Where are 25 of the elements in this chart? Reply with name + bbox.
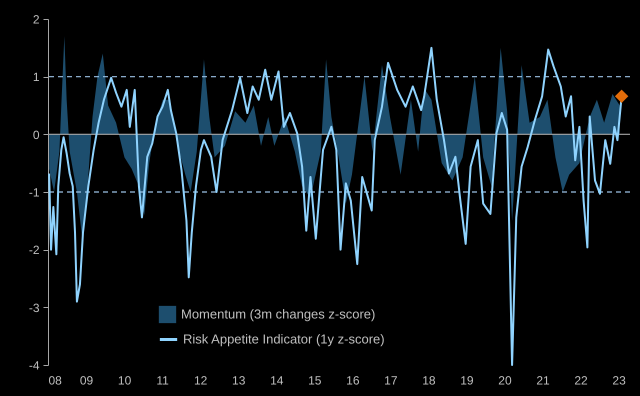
x-tick-label: 12 <box>194 374 208 388</box>
y-tick-label: 0 <box>32 128 40 142</box>
x-tick-label: 13 <box>232 374 246 388</box>
y-tick-label: -1 <box>28 186 40 200</box>
y-tick-label: -2 <box>28 243 40 258</box>
x-tick-label: 09 <box>80 374 94 388</box>
x-tick-label: 21 <box>536 374 550 388</box>
x-tick-label: 19 <box>460 374 474 388</box>
x-tick-label: 20 <box>498 374 512 388</box>
x-tick-label: 14 <box>270 374 284 388</box>
x-tick-label: 15 <box>308 374 322 388</box>
x-tick-label: 08 <box>48 374 62 388</box>
x-tick-label: 23 <box>612 374 626 388</box>
y-tick-label: -3 <box>28 300 40 315</box>
y-tick-label: 2 <box>32 12 40 26</box>
x-tick-label: 16 <box>346 374 360 388</box>
x-tick-label: 11 <box>156 374 170 388</box>
legend-label: Momentum (3m changes z-score) <box>181 306 376 322</box>
x-tick-label: 18 <box>422 374 436 388</box>
x-tick-label: 17 <box>384 374 398 388</box>
x-tick-label: 22 <box>574 374 588 388</box>
legend-label: Risk Appetite Indicator (1y z-score) <box>183 332 385 346</box>
y-tick-label: -4 <box>28 358 40 372</box>
y-tick-label: 1 <box>32 70 40 84</box>
x-tick-label: 10 <box>118 374 132 388</box>
